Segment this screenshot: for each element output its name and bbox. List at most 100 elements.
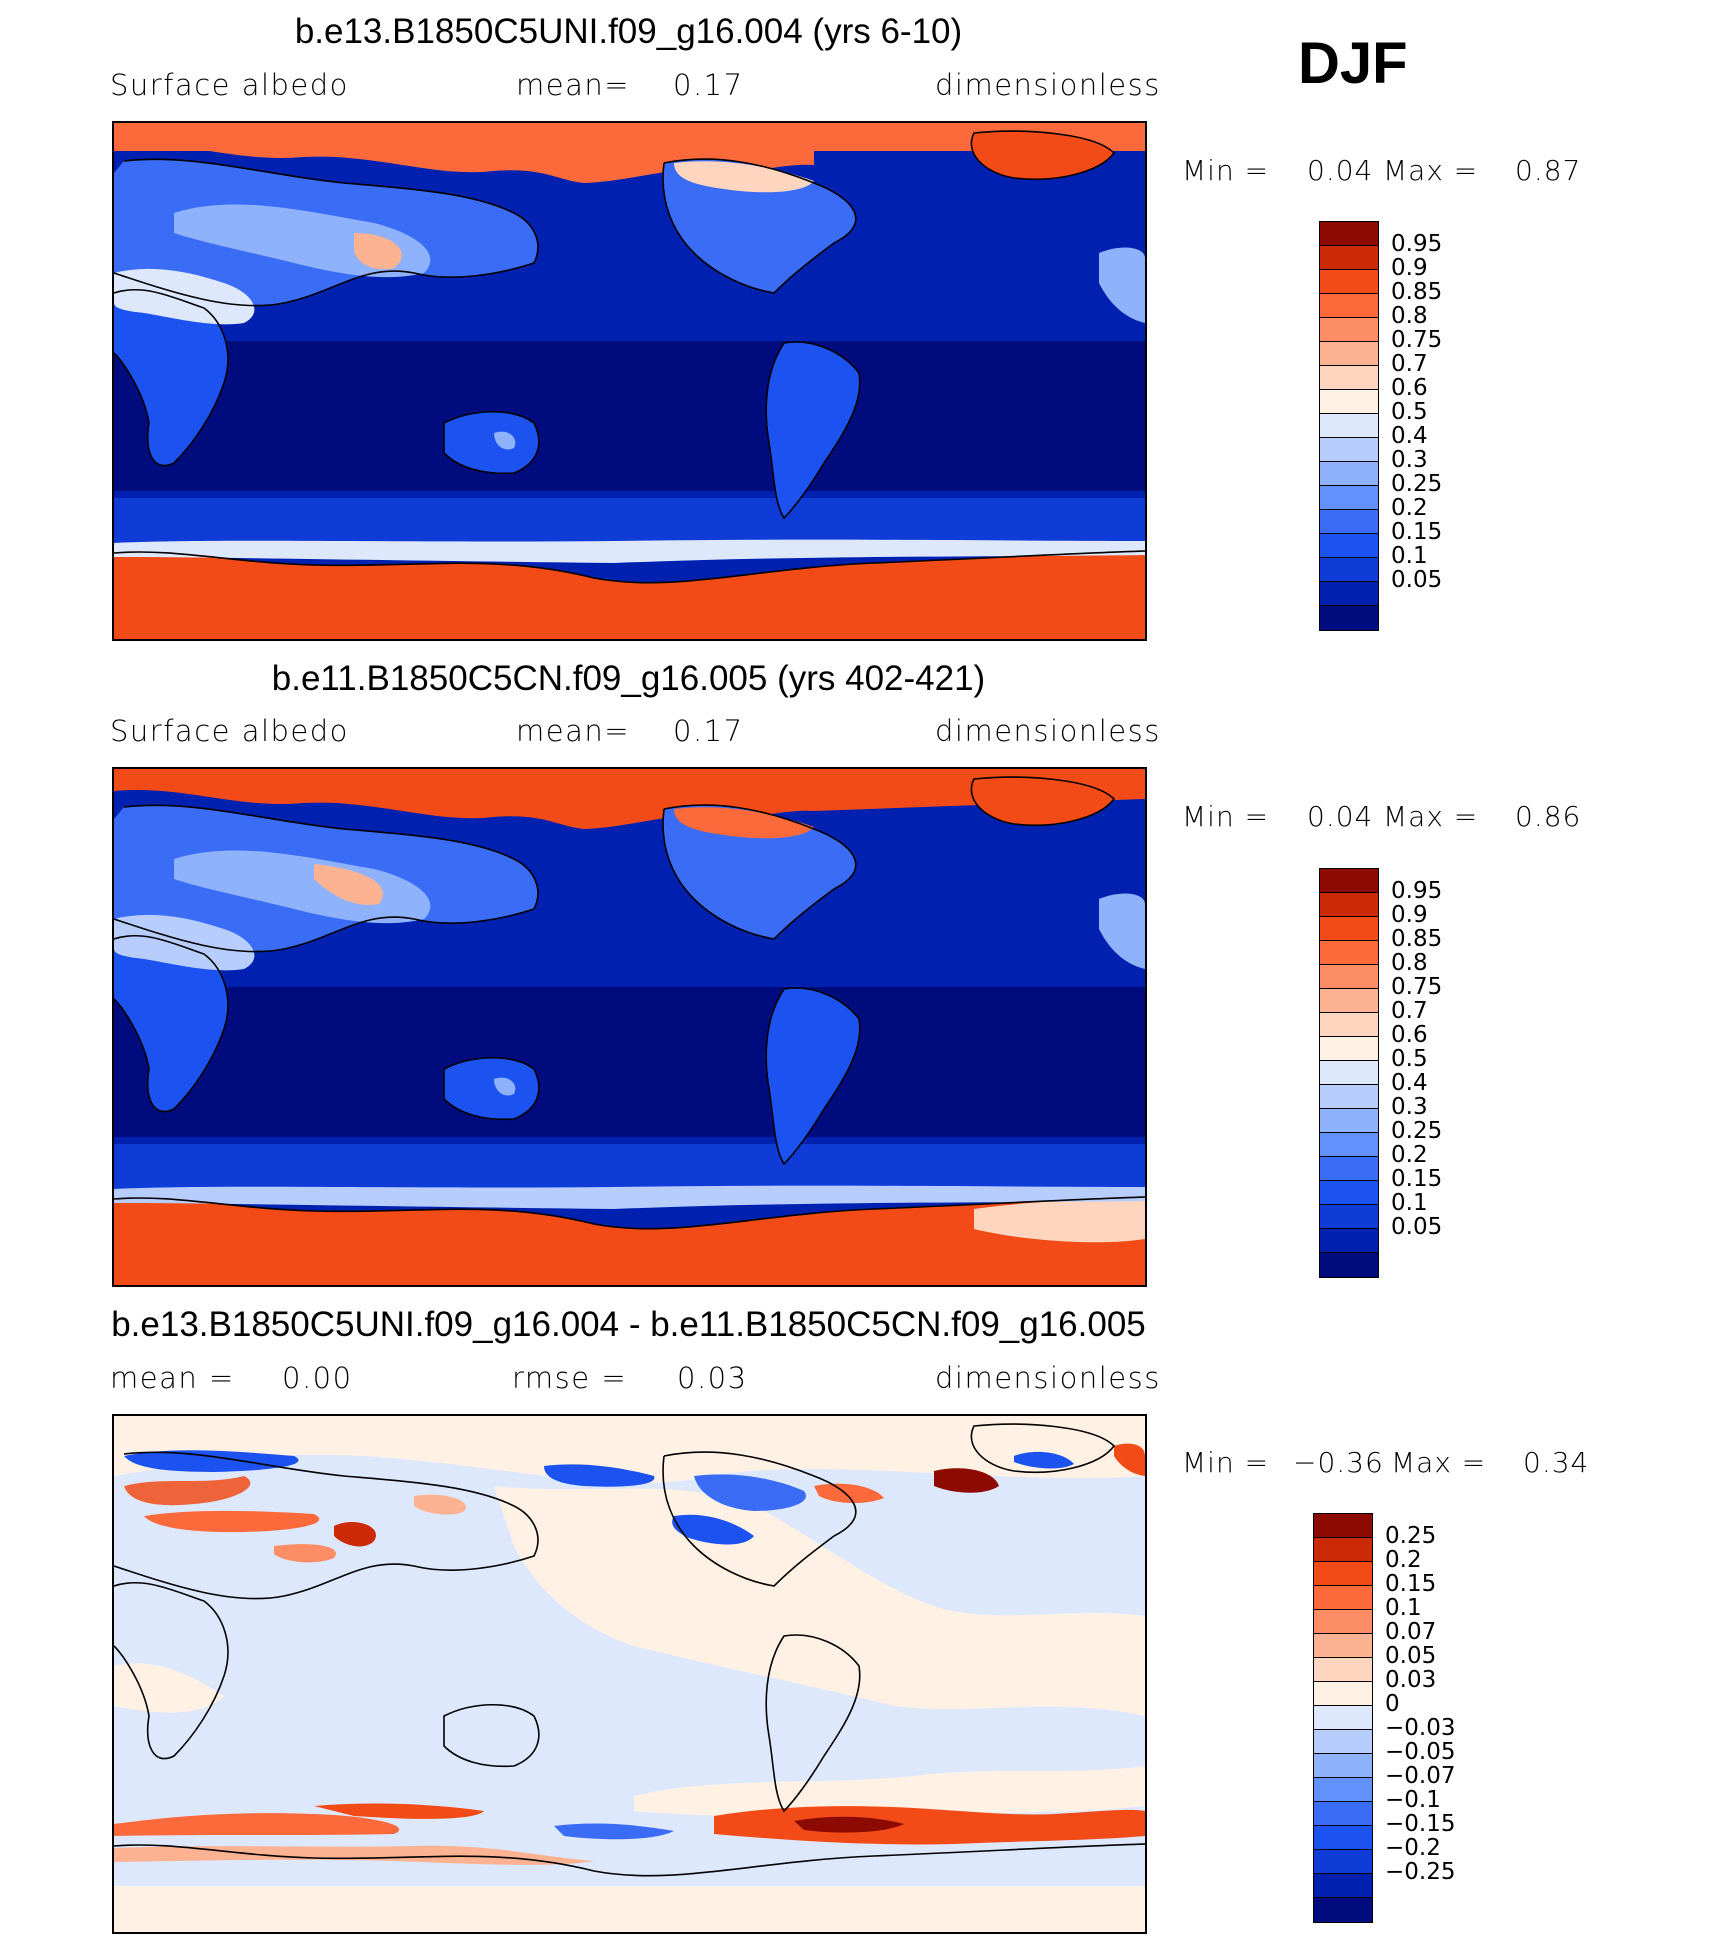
colorbar-tick-label: 0.2 (1391, 495, 1428, 521)
colorbar-tick-label: 0.85 (1391, 926, 1443, 952)
colorbar-segment (1320, 965, 1378, 989)
colorbar-segment (1320, 342, 1378, 366)
panel-2-colorbar (1319, 868, 1379, 1278)
colorbar-tick-label: 0.05 (1391, 567, 1443, 593)
panel-1-variable-label: Surface albedo (110, 68, 349, 102)
panel-1-max-label: Max = (1383, 154, 1479, 187)
colorbar-segment (1320, 486, 1378, 510)
colorbar-segment (1314, 1874, 1372, 1898)
colorbar-tick-label: −0.07 (1385, 1763, 1456, 1789)
colorbar-tick-label: 0.1 (1391, 543, 1428, 569)
colorbar-segment (1320, 390, 1378, 414)
tropical-ocean-band (114, 341, 1145, 491)
panel-3-min-value: −0.36 (1293, 1446, 1384, 1479)
panel-2-map (112, 767, 1147, 1287)
colorbar-tick-label: 0.07 (1385, 1619, 1437, 1645)
panel-3-mean-label: mean = (110, 1361, 235, 1395)
panel-3-max-value: 0.34 (1523, 1446, 1590, 1479)
colorbar-segment (1320, 534, 1378, 558)
panel-1-title: b.e13.B1850C5UNI.f09_g16.004 (yrs 6-10) (294, 12, 963, 51)
colorbar-segment (1320, 1253, 1378, 1277)
colorbar-tick-label: 0.03 (1385, 1667, 1437, 1693)
africa-land (114, 935, 228, 1112)
panel-3-rmse-value: 0.03 (677, 1361, 748, 1395)
panel-1-min-label: Min = (1182, 154, 1270, 187)
panel-3-map-svg (114, 1416, 1145, 1932)
colorbar-tick-label: 0.6 (1391, 375, 1428, 401)
panel-3-map (112, 1414, 1147, 1934)
colorbar-segment (1314, 1658, 1372, 1682)
colorbar-tick-label: −0.25 (1385, 1859, 1456, 1885)
colorbar-segment (1314, 1706, 1372, 1730)
colorbar-segment (1320, 1037, 1378, 1061)
colorbar-tick-label: 0.75 (1391, 974, 1443, 1000)
colorbar-tick-label: 0.9 (1391, 255, 1428, 281)
colorbar-segment (1320, 318, 1378, 342)
greenland-land (971, 777, 1114, 826)
panel-3-max-label: Max = (1391, 1446, 1487, 1479)
colorbar-segment (1320, 917, 1378, 941)
colorbar-segment (1314, 1586, 1372, 1610)
colorbar-segment (1314, 1538, 1372, 1562)
colorbar-tick-label: 0.25 (1391, 471, 1443, 497)
colorbar-segment (1320, 582, 1378, 606)
colorbar-segment (1320, 558, 1378, 582)
antarctica-land (114, 1197, 1145, 1285)
colorbar-tick-label: 0.15 (1391, 519, 1443, 545)
colorbar-segment (1314, 1610, 1372, 1634)
colorbar-tick-label: 0 (1385, 1691, 1400, 1717)
colorbar-tick-label: 0.85 (1391, 279, 1443, 305)
panel-2-max-value: 0.86 (1515, 800, 1582, 833)
colorbar-segment (1320, 414, 1378, 438)
panel-3-mean-value: 0.00 (282, 1361, 353, 1395)
colorbar-segment (1320, 1085, 1378, 1109)
panel-1-max-value: 0.87 (1515, 154, 1582, 187)
panel-2-mean-label: mean= (516, 714, 631, 748)
panel-3-title: b.e13.B1850C5UNI.f09_g16.004 - b.e11.B18… (111, 1305, 1146, 1344)
panel-2-map-svg (114, 769, 1145, 1285)
panel-3-min-label: Min = (1182, 1446, 1270, 1479)
colorbar-segment (1320, 1013, 1378, 1037)
colorbar-tick-label: 0.6 (1391, 1022, 1428, 1048)
colorbar-tick-label: 0.1 (1391, 1190, 1428, 1216)
colorbar-tick-label: 0.95 (1391, 231, 1443, 257)
colorbar-segment (1320, 366, 1378, 390)
season-label: DJF (1298, 31, 1408, 96)
colorbar-tick-label: 0.25 (1391, 1118, 1443, 1144)
colorbar-segment (1320, 294, 1378, 318)
colorbar-tick-label: 0.5 (1391, 399, 1428, 425)
colorbar-tick-label: 0.1 (1385, 1595, 1422, 1621)
panel-1-map-svg (114, 123, 1145, 639)
colorbar-tick-label: −0.03 (1385, 1715, 1456, 1741)
colorbar-segment (1320, 941, 1378, 965)
africa-land (114, 289, 228, 466)
colorbar-segment (1320, 1061, 1378, 1085)
colorbar-segment (1320, 893, 1378, 917)
greenland-land (971, 131, 1114, 180)
colorbar-segment (1314, 1826, 1372, 1850)
panel-3-colorbar (1313, 1513, 1373, 1923)
panel-1-mean-value: 0.17 (673, 68, 744, 102)
colorbar-segment (1320, 462, 1378, 486)
australia-land (444, 1057, 539, 1120)
colorbar-segment (1320, 246, 1378, 270)
colorbar-tick-label: 0.9 (1391, 902, 1428, 928)
panel-2-min-value: 0.04 (1307, 800, 1374, 833)
colorbar-segment (1314, 1850, 1372, 1874)
colorbar-segment (1320, 1205, 1378, 1229)
colorbar-segment (1314, 1754, 1372, 1778)
australia-land (444, 411, 539, 474)
colorbar-tick-label: 0.15 (1391, 1166, 1443, 1192)
colorbar-tick-label: 0.2 (1391, 1142, 1428, 1168)
panel-1-colorbar (1319, 221, 1379, 631)
south-america-land (766, 342, 860, 518)
colorbar-segment (1320, 1181, 1378, 1205)
panel-2-units-label: dimensionless (935, 714, 1161, 748)
panel-2-mean-value: 0.17 (673, 714, 744, 748)
panel-2-variable-label: Surface albedo (110, 714, 349, 748)
colorbar-tick-label: 0.2 (1385, 1547, 1422, 1573)
colorbar-tick-label: 0.3 (1391, 1094, 1428, 1120)
colorbar-tick-label: 0.8 (1391, 950, 1428, 976)
colorbar-tick-label: 0.05 (1391, 1214, 1443, 1240)
colorbar-tick-label: −0.15 (1385, 1811, 1456, 1837)
